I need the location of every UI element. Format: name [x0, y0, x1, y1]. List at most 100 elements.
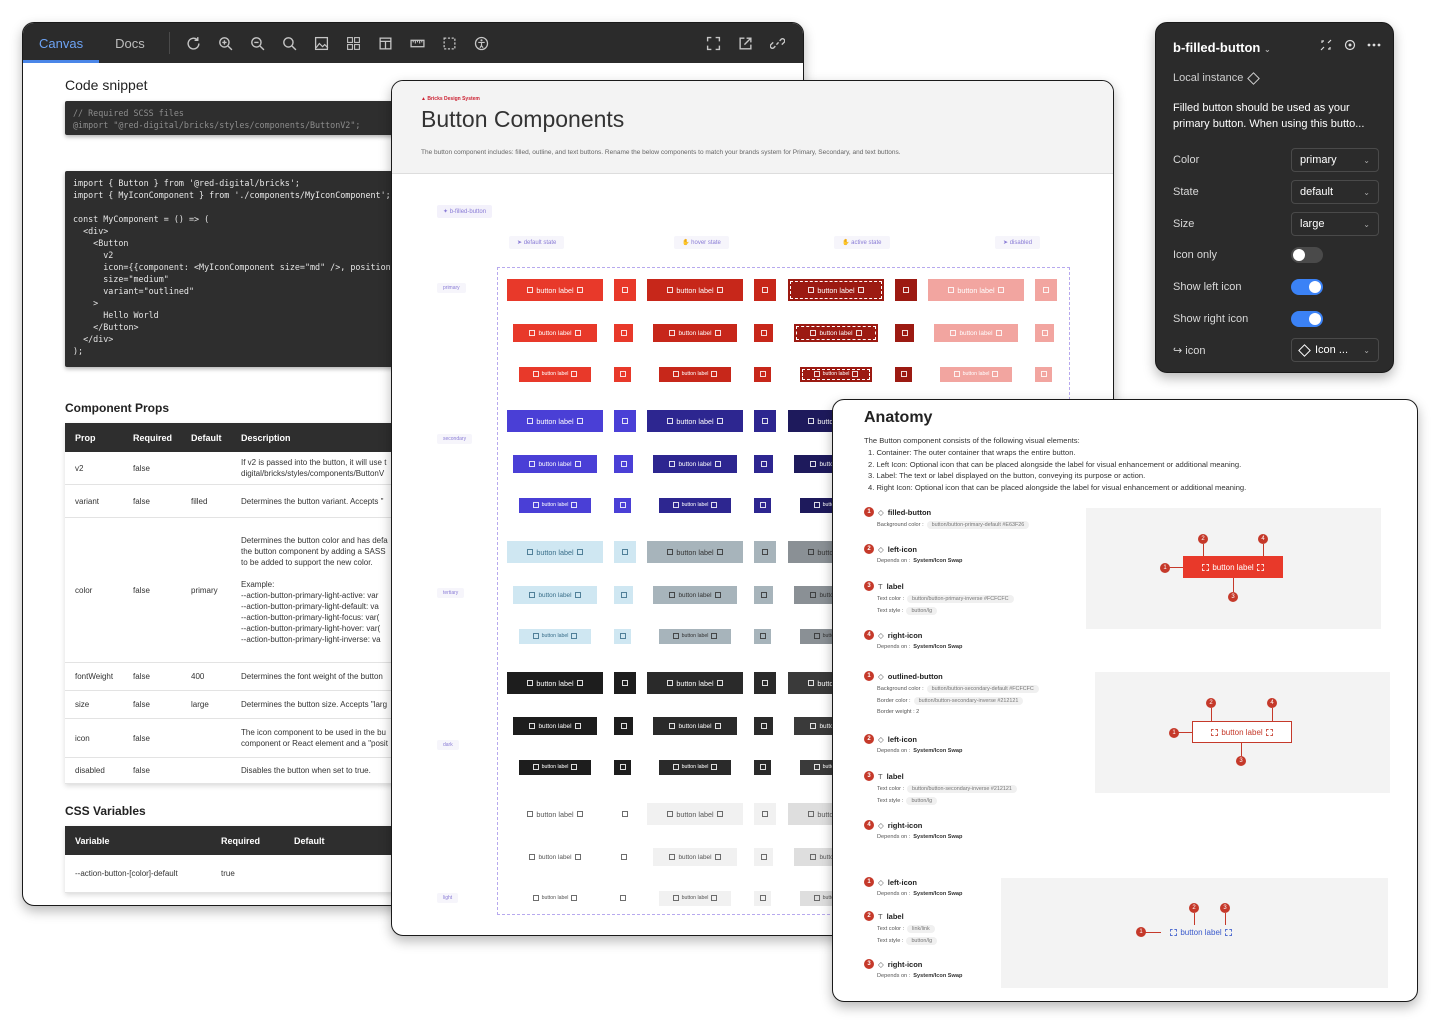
tertiary-button-default-state[interactable]: button label — [513, 586, 597, 604]
primary-icon-button-disabled[interactable] — [1035, 279, 1057, 301]
primary-icon-button-hover-state[interactable] — [754, 324, 773, 342]
light-button-default-state[interactable]: button label — [513, 848, 597, 866]
dark-icon-button-hover-state[interactable] — [754, 759, 771, 775]
tertiary-icon-button-default-state[interactable] — [614, 628, 631, 644]
light-icon-button-default-state[interactable] — [614, 890, 631, 906]
secondary-button-default-state[interactable]: button label — [513, 455, 597, 473]
tertiary-icon-button-hover-state[interactable] — [754, 628, 771, 644]
dark-icon-button-default-state[interactable] — [614, 672, 636, 694]
light-icon-button-default-state[interactable] — [614, 803, 636, 825]
accessibility-icon[interactable] — [466, 31, 498, 55]
light-button-hover-state[interactable]: button label — [659, 890, 731, 906]
secondary-icon-button-default-state[interactable] — [614, 497, 631, 513]
open-new-icon[interactable] — [729, 31, 761, 55]
primary-button-disabled[interactable]: button label — [928, 279, 1024, 301]
tertiary-button-default-state[interactable]: button label — [519, 628, 591, 644]
secondary-icon-button-hover-state[interactable] — [754, 455, 773, 473]
tab-docs[interactable]: Docs — [115, 35, 145, 51]
primary-button-default-state[interactable]: button label — [507, 279, 603, 301]
primary-icon-button-active-state[interactable] — [895, 366, 912, 382]
secondary-button-hover-state[interactable]: button label — [653, 455, 737, 473]
secondary-button-hover-state[interactable]: button label — [647, 410, 743, 432]
link-icon[interactable] — [761, 31, 793, 55]
primary-icon-button-default-state[interactable] — [614, 366, 631, 382]
secondary-icon-button-hover-state[interactable] — [754, 497, 771, 513]
primary-button-disabled[interactable]: button label — [940, 366, 1012, 382]
secondary-icon-button-default-state[interactable] — [614, 410, 636, 432]
primary-button-active-state[interactable]: button label — [788, 279, 884, 301]
color-select[interactable]: primary ⌄ — [1291, 148, 1379, 172]
zoom-out-icon[interactable] — [242, 31, 274, 55]
dark-button-hover-state[interactable]: button label — [653, 717, 737, 735]
primary-button-hover-state[interactable]: button label — [659, 366, 731, 382]
primary-icon-button-disabled[interactable] — [1035, 324, 1054, 342]
primary-icon-button-hover-state[interactable] — [754, 279, 776, 301]
tertiary-button-hover-state[interactable]: button label — [659, 628, 731, 644]
state-select[interactable]: default ⌄ — [1291, 180, 1379, 204]
primary-icon-button-hover-state[interactable] — [754, 366, 771, 382]
component-name[interactable]: b-filled-button ⌄ — [1173, 40, 1271, 55]
light-icon-button-hover-state[interactable] — [754, 890, 771, 906]
tertiary-button-default-state[interactable]: button label — [507, 541, 603, 563]
light-button-default-state[interactable]: button label — [519, 890, 591, 906]
tertiary-icon-button-default-state[interactable] — [614, 586, 633, 604]
light-button-hover-state[interactable]: button label — [647, 803, 743, 825]
more-icon[interactable] — [1367, 38, 1381, 52]
jsx-code-block[interactable]: import { Button } from '@red-digital/bri… — [65, 171, 405, 367]
primary-icon-button-active-state[interactable] — [895, 324, 914, 342]
dark-icon-button-default-state[interactable] — [614, 717, 633, 735]
zoom-reset-icon[interactable] — [274, 31, 306, 55]
toggle-switch[interactable] — [1291, 247, 1323, 263]
tertiary-icon-button-hover-state[interactable] — [754, 586, 773, 604]
grid-icon[interactable] — [338, 31, 370, 55]
primary-button-default-state[interactable]: button label — [519, 366, 591, 382]
secondary-button-default-state[interactable]: button label — [519, 497, 591, 513]
component-tag[interactable]: ✦ b-filled-button — [437, 205, 493, 218]
dark-button-hover-state[interactable]: button label — [647, 672, 743, 694]
image-icon[interactable] — [306, 31, 338, 55]
fullscreen-icon[interactable] — [697, 31, 729, 55]
tab-canvas[interactable]: Canvas — [23, 23, 100, 63]
refresh-icon[interactable] — [178, 31, 210, 55]
primary-icon-button-default-state[interactable] — [614, 279, 636, 301]
dark-button-default-state[interactable]: button label — [519, 759, 591, 775]
toggle-switch[interactable] — [1291, 311, 1323, 327]
light-button-default-state[interactable]: button label — [507, 803, 603, 825]
tertiary-button-hover-state[interactable]: button label — [653, 586, 737, 604]
tertiary-button-hover-state[interactable]: button label — [647, 541, 743, 563]
primary-button-hover-state[interactable]: button label — [647, 279, 743, 301]
secondary-button-hover-state[interactable]: button label — [659, 497, 731, 513]
primary-button-active-state[interactable]: button label — [800, 366, 872, 382]
secondary-icon-button-hover-state[interactable] — [754, 410, 776, 432]
zoom-in-icon[interactable] — [210, 31, 242, 55]
light-icon-button-default-state[interactable] — [614, 848, 633, 866]
tertiary-icon-button-default-state[interactable] — [614, 541, 636, 563]
primary-button-active-state[interactable]: button label — [794, 324, 878, 342]
scss-code-block[interactable]: // Required SCSS files @import "@red-digi… — [65, 101, 405, 135]
primary-icon-button-default-state[interactable] — [614, 324, 633, 342]
light-icon-button-hover-state[interactable] — [754, 803, 776, 825]
detach-icon[interactable] — [1319, 38, 1333, 52]
size-select[interactable]: large ⌄ — [1291, 212, 1379, 236]
dark-button-hover-state[interactable]: button label — [659, 759, 731, 775]
light-button-hover-state[interactable]: button label — [653, 848, 737, 866]
dark-icon-button-default-state[interactable] — [614, 759, 631, 775]
dark-icon-button-hover-state[interactable] — [754, 717, 773, 735]
primary-button-hover-state[interactable]: button label — [653, 324, 737, 342]
dark-button-default-state[interactable]: button label — [507, 672, 603, 694]
toggle-switch[interactable] — [1291, 279, 1323, 295]
primary-icon-button-active-state[interactable] — [895, 279, 917, 301]
tertiary-icon-button-hover-state[interactable] — [754, 541, 776, 563]
dark-icon-button-hover-state[interactable] — [754, 672, 776, 694]
icon-select[interactable]: Icon ... ⌄ — [1291, 338, 1379, 362]
primary-icon-button-disabled[interactable] — [1035, 366, 1052, 382]
secondary-button-default-state[interactable]: button label — [507, 410, 603, 432]
light-icon-button-hover-state[interactable] — [754, 848, 773, 866]
primary-button-default-state[interactable]: button label — [513, 324, 597, 342]
layers-icon[interactable] — [370, 31, 402, 55]
primary-button-disabled[interactable]: button label — [934, 324, 1018, 342]
ruler-icon[interactable] — [402, 31, 434, 55]
reset-icon[interactable] — [1343, 38, 1357, 52]
secondary-icon-button-default-state[interactable] — [614, 455, 633, 473]
dark-button-default-state[interactable]: button label — [513, 717, 597, 735]
